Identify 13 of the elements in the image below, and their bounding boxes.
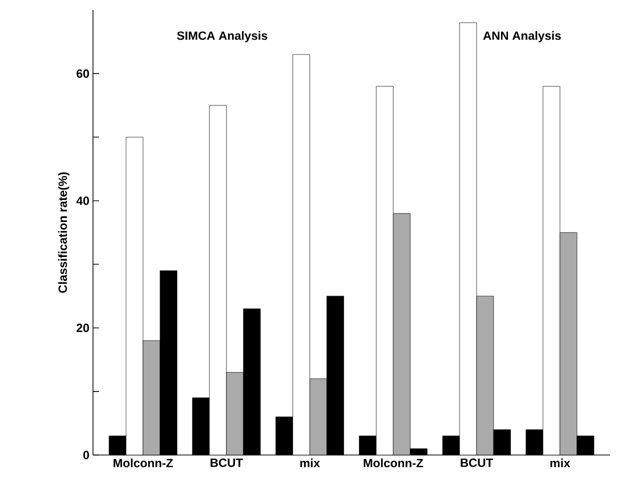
y-tick-label: 20 — [76, 324, 89, 332]
annotation: ANN Analysis — [483, 31, 561, 42]
y-axis-title: Classification rate(%) — [58, 172, 70, 293]
x-tick-label: Molconn-Z — [364, 458, 424, 468]
y-tick-label: 60 — [76, 69, 89, 78]
x-tick-label: BCUT — [460, 458, 494, 467]
x-tick-label: Molconn-Z — [114, 458, 173, 468]
annotation: SIMCA Analysis — [177, 31, 268, 42]
x-tick-label: mix — [550, 458, 570, 468]
y-tick-label: 0 — [83, 450, 89, 460]
x-tick-label: mix — [300, 458, 320, 468]
x-tick-label: BCUT — [210, 458, 243, 467]
y-tick-label: 40 — [76, 196, 89, 205]
